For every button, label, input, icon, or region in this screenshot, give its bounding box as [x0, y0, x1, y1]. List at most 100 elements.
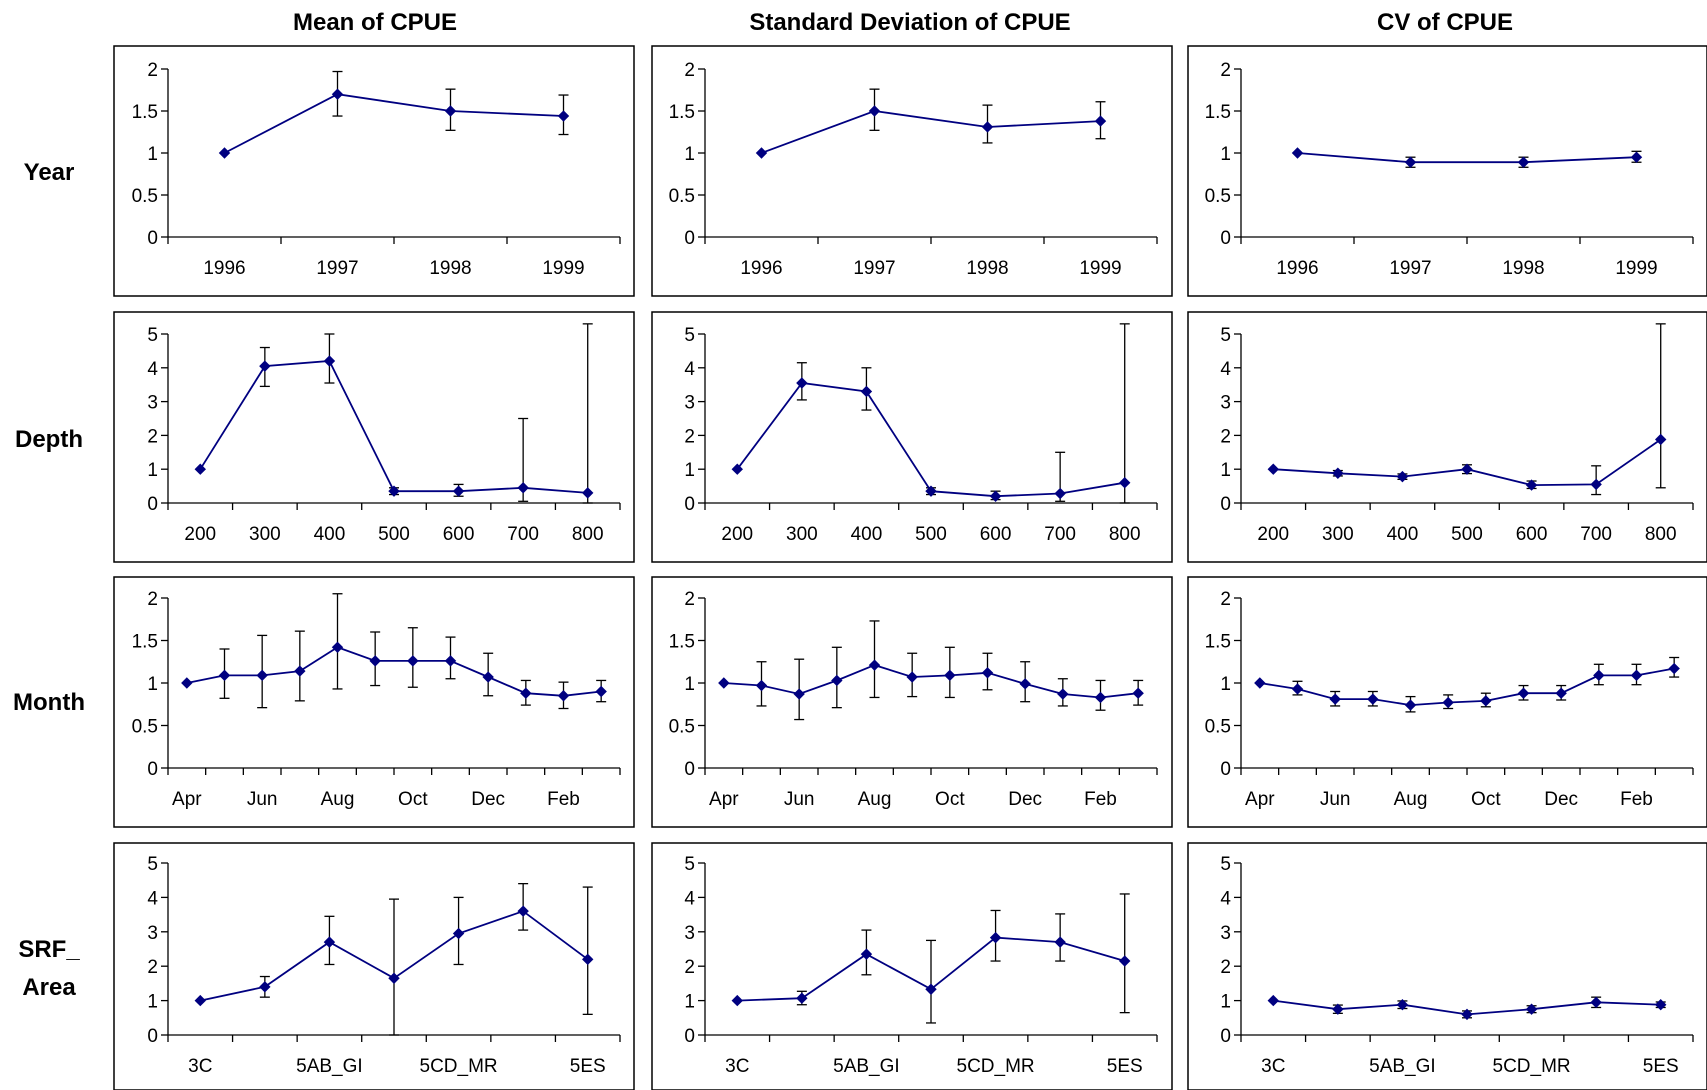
data-point-srf-area-stdev-3: [925, 983, 937, 995]
y-tick-label-srf-area-stdev-1: 1: [684, 992, 695, 1013]
data-point-depth-stdev-0: [731, 463, 743, 475]
x-tick-label-year-mean-1: 1997: [316, 258, 358, 279]
data-point-depth-cv-0: [1267, 463, 1279, 475]
panel-frame-depth-cv: [1187, 311, 1707, 563]
y-tick-label-depth-mean-1: 1: [147, 460, 158, 481]
data-point-month-stdev-1: [755, 679, 768, 692]
y-tick-label-depth-stdev-5: 5: [684, 325, 695, 346]
y-tick-label-year-stdev-0: 0: [684, 228, 695, 249]
panel-frame-month-mean: [113, 576, 635, 828]
data-point-year-stdev-2: [981, 121, 994, 133]
y-tick-label-depth-stdev-4: 4: [684, 359, 695, 380]
y-tick-label-month-mean-3: 1.5: [132, 632, 158, 653]
y-tick-label-depth-mean-2: 2: [147, 426, 158, 447]
x-tick-label-depth-cv-6: 800: [1645, 524, 1677, 545]
data-point-month-cv-1: [1291, 683, 1304, 695]
chart-panels: 0 0.5 1 1.5 2 1996 1997 1998 1999 0 0.5 1 1.5 2 1996 19…: [113, 45, 1707, 1090]
x-tick-label-depth-stdev-4: 600: [980, 524, 1012, 545]
data-point-depth-stdev-1: [796, 377, 808, 389]
y-tick-label-depth-stdev-1: 1: [684, 460, 695, 481]
x-tick-label-depth-stdev-2: 400: [851, 524, 883, 545]
x-tick-label-year-mean-2: 1998: [429, 258, 471, 279]
data-point-depth-mean-5: [517, 482, 529, 494]
y-tick-label-month-mean-2: 1: [147, 674, 158, 695]
data-point-month-cv-2: [1329, 693, 1341, 705]
data-point-depth-stdev-4: [989, 490, 1002, 502]
data-point-srf-area-stdev-5: [1054, 936, 1066, 948]
y-tick-label-month-stdev-1: 0.5: [669, 717, 695, 738]
data-point-srf-area-mean-2: [323, 936, 336, 948]
panel-month-cv: 0 0.5 1 1.5 2 Apr Jun Aug Oct Dec Feb: [1187, 576, 1707, 828]
data-point-srf-area-cv-0: [1267, 994, 1279, 1007]
data-point-month-mean-6: [407, 655, 419, 667]
column-title-stdev: Standard Deviation of CPUE: [749, 9, 1070, 36]
panel-frame-month-stdev: [651, 576, 1173, 828]
y-tick-label-depth-cv-2: 2: [1220, 426, 1231, 447]
data-point-year-stdev-3: [1094, 115, 1107, 127]
data-point-month-mean-9: [520, 687, 532, 699]
data-point-month-mean-3: [294, 665, 306, 677]
x-tick-label-month-mean-1: Jun: [247, 789, 278, 810]
y-tick-label-year-mean-0: 0: [147, 228, 158, 249]
data-point-month-cv-0: [1254, 677, 1266, 689]
x-tick-label-month-stdev-3: Oct: [935, 789, 965, 810]
y-tick-label-depth-stdev-0: 0: [684, 494, 695, 515]
x-tick-label-srf-area-cv-3: 5ES: [1643, 1056, 1679, 1077]
x-tick-label-depth-cv-0: 200: [1257, 524, 1289, 545]
x-tick-label-depth-cv-5: 700: [1580, 524, 1612, 545]
data-point-srf-area-cv-3: [1461, 1008, 1473, 1021]
x-tick-label-year-cv-1: 1997: [1389, 258, 1431, 279]
x-tick-label-month-stdev-4: Dec: [1008, 789, 1042, 810]
x-tick-label-month-cv-0: Apr: [1245, 789, 1275, 810]
data-point-month-mean-11: [595, 685, 607, 698]
y-tick-label-srf-area-mean-4: 4: [147, 888, 158, 909]
data-point-srf-area-cv-5: [1590, 996, 1602, 1009]
y-tick-label-year-stdev-1: 0.5: [669, 186, 695, 207]
data-point-srf-area-stdev-1: [796, 992, 808, 1004]
data-point-depth-mean-1: [259, 360, 271, 372]
panel-frame-srf-area-mean: [113, 842, 635, 1090]
x-tick-label-depth-mean-5: 700: [507, 524, 539, 545]
panel-month-stdev: 0 0.5 1 1.5 2 Apr Jun Aug Oct Dec Feb: [651, 576, 1173, 828]
data-point-depth-stdev-5: [1054, 487, 1066, 500]
y-tick-label-srf-area-cv-3: 3: [1220, 923, 1231, 944]
x-tick-label-srf-area-cv-0: 3C: [1261, 1056, 1285, 1077]
x-tick-label-year-cv-3: 1999: [1615, 258, 1657, 279]
data-point-depth-cv-5: [1590, 478, 1602, 491]
data-point-depth-stdev-6: [1119, 477, 1131, 489]
series-line-year-mean: [224, 93, 564, 154]
data-point-month-stdev-8: [1019, 678, 1031, 690]
panel-frame-year-stdev: [651, 45, 1173, 297]
data-point-srf-area-stdev-0: [731, 994, 743, 1007]
data-point-srf-area-cv-2: [1396, 999, 1409, 1011]
data-point-srf-area-stdev-2: [860, 948, 873, 960]
data-point-month-stdev-5: [906, 671, 918, 683]
x-tick-label-month-stdev-0: Apr: [709, 789, 739, 810]
data-point-month-cv-3: [1367, 693, 1379, 705]
y-tick-label-month-stdev-4: 2: [684, 589, 695, 610]
panel-frame-year-mean: [113, 45, 635, 297]
data-point-srf-area-stdev-4: [989, 931, 1002, 944]
y-tick-label-year-cv-3: 1.5: [1205, 102, 1231, 123]
data-point-month-mean-2: [256, 669, 268, 682]
data-point-depth-mean-3: [388, 485, 400, 497]
data-point-month-stdev-10: [1094, 691, 1107, 704]
data-point-depth-cv-4: [1525, 479, 1538, 491]
x-tick-label-year-mean-3: 1999: [542, 258, 584, 279]
x-tick-label-depth-stdev-5: 700: [1044, 524, 1076, 545]
x-tick-label-depth-stdev-3: 500: [915, 524, 947, 545]
y-tick-label-srf-area-stdev-0: 0: [684, 1026, 695, 1047]
data-point-year-mean-1: [331, 88, 344, 100]
y-tick-label-depth-cv-1: 1: [1220, 460, 1231, 481]
y-tick-label-depth-mean-0: 0: [147, 494, 158, 515]
y-tick-label-year-cv-4: 2: [1220, 60, 1231, 81]
x-tick-label-depth-cv-3: 500: [1451, 524, 1483, 545]
y-tick-label-month-cv-4: 2: [1220, 589, 1231, 610]
x-tick-label-depth-mean-4: 600: [443, 524, 475, 545]
y-tick-label-month-mean-1: 0.5: [132, 717, 158, 738]
x-tick-label-depth-stdev-6: 800: [1109, 524, 1141, 545]
panel-depth-mean: 0 1 2 3 4 5 200 300 400 500 600 700 800: [113, 311, 635, 563]
panel-frame-depth-stdev: [651, 311, 1173, 563]
series-line-depth-cv: [1273, 438, 1662, 487]
x-tick-label-srf-area-mean-2: 5CD_MR: [420, 1056, 498, 1077]
